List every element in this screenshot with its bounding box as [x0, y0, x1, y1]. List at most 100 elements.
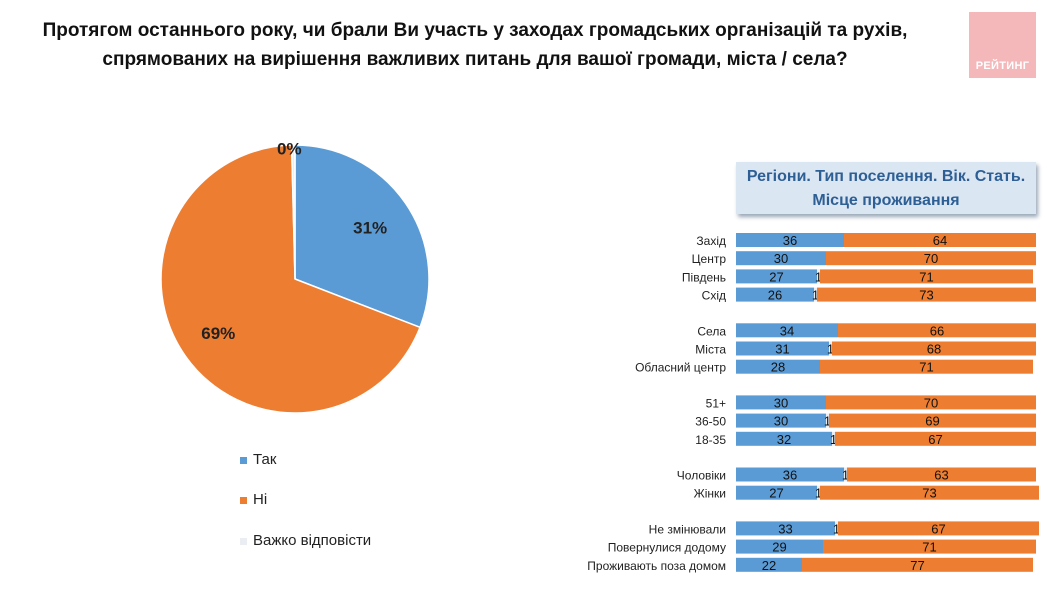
bar-segment-yes: [736, 485, 817, 500]
bar-segment-no: [826, 251, 1036, 266]
row-label: Схід: [702, 289, 726, 303]
chart-title: Протягом останнього року, чи брали Ви уч…: [20, 16, 930, 74]
bar-value-hard: 1: [815, 269, 822, 284]
bar-segment-yes: [736, 413, 826, 428]
row-label: Села: [697, 324, 726, 338]
panel-title-line-2: Місце проживання: [812, 192, 960, 209]
bar-segment-yes: [736, 233, 844, 247]
legend-swatch-yes: [240, 456, 247, 464]
bar-value-yes: 31: [775, 342, 789, 357]
bar-value-yes: 26: [768, 288, 782, 303]
bar-value-no: 77: [910, 558, 924, 573]
bar-segment-hard: [832, 431, 835, 446]
bar-segment-yes: [736, 521, 835, 536]
row-label: Чоловіки: [677, 469, 726, 483]
bar-segment-hard: [817, 269, 820, 284]
pie-slice-hard: [290, 144, 296, 280]
bar-segment-no: [838, 323, 1036, 338]
legend-item-yes: Так: [240, 451, 276, 468]
bar-value-no: 67: [931, 521, 945, 536]
bar-segment-hard: [826, 413, 829, 428]
bar-value-no: 70: [924, 395, 938, 410]
row-label: Міста: [695, 343, 726, 357]
bar-segment-no: [835, 431, 1036, 446]
bar-segment-no: [844, 233, 1036, 247]
bar-segment-yes: [736, 557, 802, 572]
bar-value-yes: 30: [774, 414, 788, 429]
bar-segment-yes: [736, 287, 814, 302]
pie-label-yes: 31%: [353, 218, 387, 237]
bar-segment-yes: [736, 269, 817, 284]
bar-value-no: 69: [925, 414, 939, 429]
bar-value-hard: 1: [827, 342, 834, 357]
legend-label-yes: Так: [253, 451, 277, 468]
bar-segment-yes: [736, 359, 820, 374]
panel-title-line-1: Регіони. Тип поселення. Вік. Стать.: [746, 168, 1026, 185]
row-label: Центр: [692, 252, 727, 266]
title-line-2: спрямованих на вирішення важливих питань…: [102, 49, 848, 70]
bar-value-hard: 1: [812, 288, 819, 303]
bar-value-no: 71: [919, 269, 933, 284]
rating-logo: РЕЙТИНГ: [969, 12, 1036, 78]
legend-swatch-hard: [240, 537, 247, 545]
bar-segment-hard: [817, 485, 820, 500]
bar-segment-no: [847, 467, 1036, 482]
bar-segment-yes: [736, 431, 832, 446]
bar-segment-no: [838, 521, 1039, 536]
bar-segment-yes: [736, 341, 829, 356]
bar-segment-hard: [835, 521, 838, 536]
bar-value-no: 68: [927, 342, 941, 357]
bar-value-hard: 1: [830, 432, 837, 447]
bar-value-no: 66: [930, 323, 944, 338]
legend-swatch-no: [240, 496, 247, 504]
bar-value-hard: 1: [824, 414, 831, 429]
bar-value-yes: 28: [771, 360, 785, 375]
bar-segment-no: [829, 413, 1036, 428]
legend-item-hard: Важко відповісти: [240, 532, 371, 549]
bar-segment-hard: [844, 467, 847, 482]
pie-slice-no: [160, 144, 421, 414]
bar-segment-yes: [736, 323, 838, 338]
bar-value-no: 70: [924, 251, 938, 266]
bar-value-yes: 22: [762, 558, 776, 573]
pie-label-hard: 0%: [277, 139, 302, 158]
row-label: Не змінювали: [649, 522, 726, 536]
row-label: Південь: [682, 270, 726, 284]
bar-segment-no: [802, 557, 1033, 572]
bar-value-no: 64: [933, 233, 947, 248]
legend-label-no: Ні: [253, 491, 268, 508]
legend-item-no: Ні: [240, 491, 267, 508]
bar-value-yes: 32: [777, 432, 791, 447]
bar-value-yes: 27: [769, 269, 783, 284]
bar-value-no: 71: [922, 540, 936, 555]
row-label: 18-35: [695, 433, 726, 447]
bar-segment-yes: [736, 467, 844, 482]
bar-segment-no: [820, 269, 1033, 284]
bar-value-no: 67: [928, 432, 942, 447]
logo-text: РЕЙТИНГ: [975, 60, 1030, 72]
bar-value-hard: 1: [833, 521, 840, 536]
bar-value-no: 73: [922, 486, 936, 501]
bar-value-no: 73: [919, 288, 933, 303]
row-label: Повернулися додому: [608, 541, 726, 555]
bar-value-yes: 34: [780, 323, 794, 338]
bar-segment-hard: [814, 287, 817, 302]
bar-segment-no: [826, 395, 1036, 410]
row-label: Обласний центр: [635, 361, 726, 375]
bar-segment-no: [820, 485, 1039, 500]
pie-label-no: 69%: [201, 324, 235, 343]
bar-value-no: 71: [919, 360, 933, 375]
bar-value-yes: 36: [783, 468, 797, 483]
breakdown-panel-title: Регіони. Тип поселення. Вік. Стать. Місц…: [736, 162, 1036, 214]
bar-value-yes: 29: [772, 540, 786, 555]
row-label: Захід: [696, 234, 726, 248]
row-label: Проживають поза домом: [587, 559, 726, 573]
row-label: 51+: [706, 396, 726, 410]
bar-segment-yes: [736, 251, 826, 266]
bar-value-no: 63: [934, 468, 948, 483]
bar-segment-no: [820, 359, 1033, 374]
bar-segment-yes: [736, 395, 826, 410]
pie-slice-yes: [294, 144, 430, 329]
